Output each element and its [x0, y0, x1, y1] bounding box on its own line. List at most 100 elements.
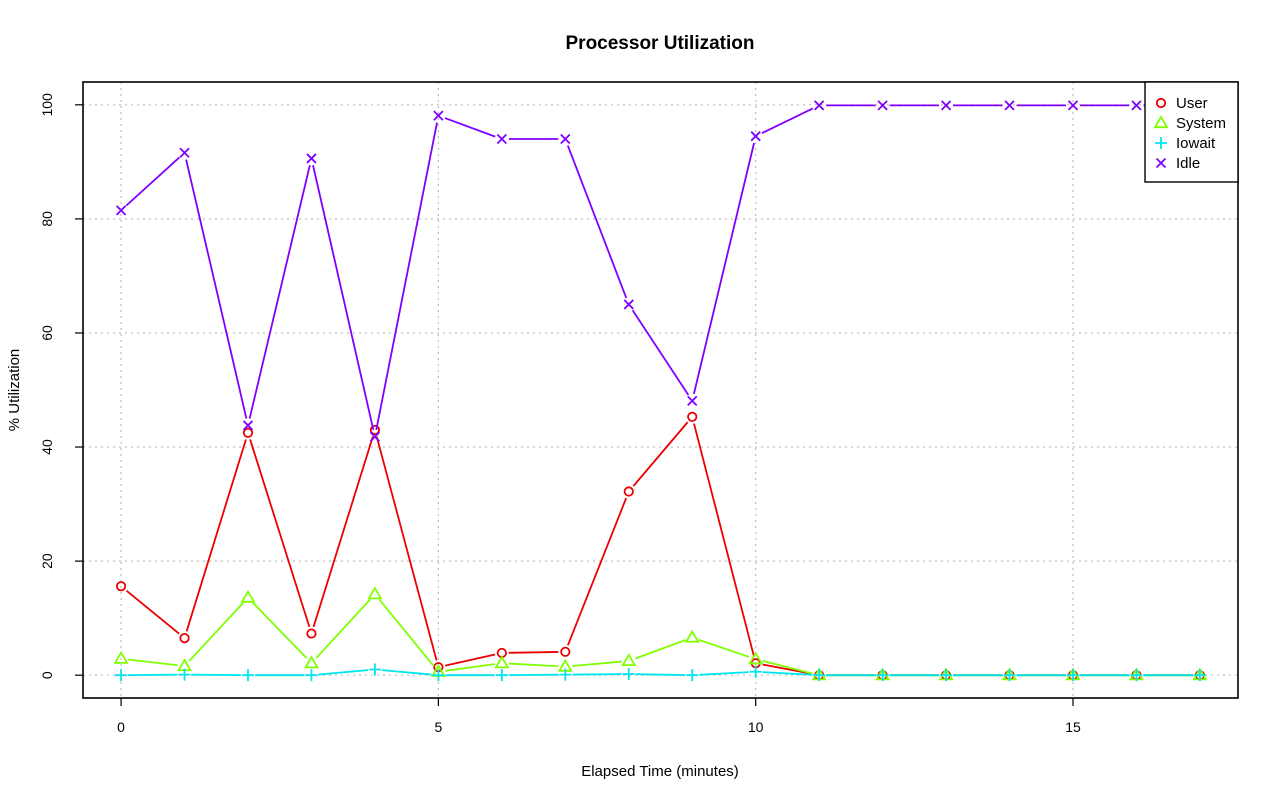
series-system-point — [240, 589, 256, 603]
series-idle-segment — [566, 145, 628, 299]
series-system-segment — [572, 660, 622, 667]
series-iowait-point — [242, 669, 254, 682]
y-tick-label: 60 — [39, 325, 55, 341]
series-user-segment — [125, 589, 180, 635]
series-iowait-point — [813, 669, 826, 682]
legend-label-system: System — [1176, 115, 1226, 132]
series-user-segment — [375, 436, 438, 661]
series-user-segment — [312, 436, 374, 628]
y-tick-label: 20 — [39, 553, 55, 569]
series-idle-point — [179, 147, 190, 158]
series-idle-segment — [125, 156, 180, 207]
series-iowait-point — [115, 669, 128, 682]
series-iowait-segment — [318, 669, 369, 676]
series-idle-point — [242, 420, 254, 431]
series-idle-segment — [761, 107, 814, 134]
series-iowait-point — [305, 669, 318, 682]
series-user-point — [179, 633, 190, 644]
series-system-segment — [252, 602, 308, 659]
series-user-segment — [567, 497, 628, 646]
series-user-point — [115, 581, 127, 592]
series-iowait-point — [1130, 669, 1143, 682]
series-system-segment — [378, 599, 435, 667]
y-tick-label: 100 — [39, 93, 55, 117]
chart-title: Processor Utilization — [566, 33, 755, 54]
series-idle-segment — [631, 309, 690, 396]
series-user-segment — [445, 653, 496, 667]
series-iowait-point — [495, 669, 508, 682]
series-system-segment — [445, 663, 496, 672]
series-iowait-segment — [762, 671, 813, 676]
y-axis-label: % Utilization — [6, 349, 23, 432]
series-system-point — [684, 629, 700, 643]
series-user-segment — [632, 421, 689, 487]
plot-frame — [82, 81, 1239, 699]
series-iowait-point — [622, 668, 635, 681]
y-tick-label: 0 — [39, 671, 55, 679]
series-idle-point — [750, 131, 761, 142]
series-system-segment — [315, 598, 371, 659]
series-user-point — [560, 646, 571, 657]
series-iowait-point — [686, 669, 699, 682]
series-system-point — [621, 653, 637, 667]
series-system-point — [113, 650, 129, 664]
series-user-segment — [185, 439, 247, 632]
series-idle-point — [940, 100, 952, 111]
series-user-point — [242, 427, 254, 438]
series-idle-segment — [312, 165, 375, 431]
series-iowait-point — [178, 668, 191, 681]
x-axis-label: Elapsed Time (minutes) — [581, 763, 739, 780]
series-iowait-point — [1067, 669, 1079, 682]
series-idle — [115, 100, 1206, 442]
series-idle-segment — [444, 117, 496, 138]
series-system-segment — [698, 638, 750, 658]
series-iowait-point — [876, 669, 889, 682]
series-system-segment — [635, 639, 686, 660]
series-user-segment — [693, 423, 755, 657]
series-user-segment — [508, 651, 559, 654]
series-system-segment — [127, 658, 178, 667]
series-idle-point — [1131, 100, 1142, 111]
x-tick-label: 15 — [1065, 719, 1081, 735]
series-user-point — [369, 424, 381, 436]
series-iowait-segment — [699, 671, 749, 676]
series-idle-point — [1067, 100, 1079, 111]
legend-label-iowait: Iowait — [1176, 135, 1216, 152]
series-idle-segment — [692, 142, 755, 395]
series-iowait — [115, 663, 1206, 682]
axes: 0 5 10 15 0 20 40 60 80 100 — [39, 81, 1239, 735]
series-idle-segment — [248, 165, 311, 419]
series-user-point — [687, 411, 698, 422]
series-idle-point — [115, 205, 127, 216]
y-tick-label: 80 — [39, 211, 55, 227]
series-idle-point — [877, 100, 888, 111]
series-idle-segment — [185, 159, 248, 419]
series-idle-point — [496, 133, 507, 145]
series-user-point — [623, 486, 634, 497]
series-idle-point — [306, 153, 317, 164]
series-idle-segment — [375, 122, 438, 431]
series-user-segment — [762, 663, 813, 675]
y-tick-label: 40 — [39, 439, 55, 455]
series-user-point — [306, 628, 317, 639]
series-idle-point — [1004, 100, 1015, 111]
series-iowait-point — [1193, 669, 1206, 682]
series-system-point — [303, 655, 320, 669]
series-user — [115, 411, 1206, 681]
series-idle-point — [687, 395, 698, 406]
series-iowait-segment — [381, 669, 432, 676]
series-system-point — [367, 586, 383, 600]
x-tick-label: 5 — [434, 719, 442, 735]
x-tick-label: 10 — [748, 719, 764, 735]
series-system — [113, 586, 1208, 681]
legend-marker-user — [1155, 97, 1167, 109]
legend-marker-iowait — [1155, 137, 1167, 149]
series-layer — [113, 100, 1208, 682]
series-system-segment — [508, 662, 559, 668]
legend-label-idle: Idle — [1176, 155, 1200, 172]
series-iowait-point — [749, 665, 762, 678]
series-iowait-segment — [635, 673, 686, 676]
series-iowait-point — [1003, 669, 1016, 682]
